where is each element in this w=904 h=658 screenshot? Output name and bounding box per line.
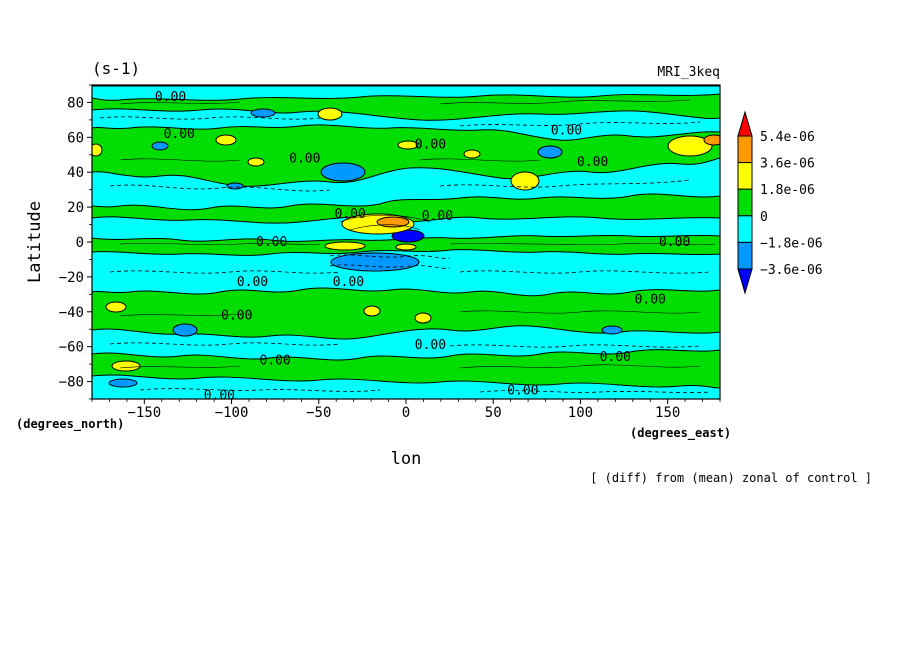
colorbar-segment xyxy=(737,241,753,270)
band-negative-arctic xyxy=(92,85,720,101)
colorbar-level-label: 1.8e-06 xyxy=(760,183,815,198)
contour-label: 0.00 xyxy=(577,155,608,170)
x-tick-label: 0 xyxy=(402,405,410,421)
contour-label: 0.00 xyxy=(256,235,287,250)
patch-positive xyxy=(667,135,713,157)
patch-negative-strong xyxy=(108,378,138,388)
patch-negative-strong xyxy=(320,162,366,182)
contour-field xyxy=(92,85,720,399)
y-tick-label: −60 xyxy=(59,340,84,356)
patch-negative-strong xyxy=(601,325,623,335)
patch-positive xyxy=(317,107,343,121)
y-units-label: (degrees_north) xyxy=(16,417,124,432)
title-right: MRI_3keq xyxy=(657,65,720,80)
y-tick-label: 0 xyxy=(76,235,84,251)
x-axis-label: lon xyxy=(391,449,422,469)
patch-positive xyxy=(395,243,417,251)
y-tick-label: 80 xyxy=(67,95,84,111)
patch-positive xyxy=(414,312,432,324)
contour-label: 0.00 xyxy=(333,275,364,290)
x-axis: −150 −100 −50 0 50 100 150 xyxy=(91,399,721,421)
y-tick-label: 40 xyxy=(67,165,84,181)
contour-label: 0.00 xyxy=(507,383,538,398)
contour-label: 0.00 xyxy=(551,123,582,138)
y-tick-label: −20 xyxy=(59,270,84,286)
colorbar-segment xyxy=(737,215,753,243)
x-tick-label: 50 xyxy=(485,405,502,421)
y-axis-label: Latitude xyxy=(25,201,45,283)
x-tick-label: 150 xyxy=(655,405,680,421)
patch-positive xyxy=(92,143,103,157)
negative-contour-lines xyxy=(99,116,711,393)
contour-label: 0.00 xyxy=(155,90,186,105)
contour-label: 0.00 xyxy=(415,137,446,152)
patch-positive xyxy=(111,360,141,372)
contour-label: 0.00 xyxy=(260,354,291,369)
patch-positive xyxy=(510,171,540,191)
patch-positive xyxy=(215,134,237,146)
contour-label: 0.00 xyxy=(164,127,195,142)
patch-negative-strong xyxy=(250,108,276,118)
colorbar-level-label: −1.8e-06 xyxy=(760,236,823,251)
x-tick-label: −150 xyxy=(127,405,161,421)
colorbar-segment xyxy=(737,135,753,164)
colorbar-level-label: 0 xyxy=(760,210,768,225)
patch-negative-strong xyxy=(151,141,169,151)
patch-positive xyxy=(105,301,127,313)
colorbar-segment-bottom xyxy=(737,268,753,295)
colorbar-segment xyxy=(737,188,753,217)
y-tick-label: −80 xyxy=(59,375,84,391)
contour-label: 0.00 xyxy=(237,275,268,290)
patch-negative-strong xyxy=(172,323,198,337)
y-axis: 80 60 40 20 0 −20 −40 −60 −80 xyxy=(59,84,92,400)
x-tick-label: −100 xyxy=(215,405,249,421)
band-negative-north-mid xyxy=(92,108,720,141)
contour-label: 0.00 xyxy=(635,293,666,308)
patch-negative-strong xyxy=(537,145,563,159)
patch-positive xyxy=(397,140,419,150)
y-tick-label: −40 xyxy=(59,305,84,321)
patch-positive-strong xyxy=(376,216,410,228)
contour-label: 0.00 xyxy=(221,308,252,323)
x-units-label: (degrees_east) xyxy=(630,426,731,441)
contour-label: 0.00 xyxy=(600,350,631,365)
colorbar-segment-top xyxy=(737,110,753,137)
contour-labels: 0.00 0.00 0.00 0.00 0.00 0.00 0.00 0.00 0.00 0.00… xyxy=(155,90,690,403)
patch-negative-strong xyxy=(226,182,244,190)
x-tick-label: 100 xyxy=(568,405,593,421)
colorbar-level-label: 5.4e-06 xyxy=(760,130,815,145)
contour-label: 0.00 xyxy=(335,207,366,222)
contour-label: 0.00 xyxy=(422,209,453,224)
patch-positive xyxy=(247,157,265,167)
patch-positive xyxy=(324,241,366,251)
patch-positive xyxy=(463,149,481,159)
x-tick-label: −50 xyxy=(306,405,331,421)
patch-positive xyxy=(363,305,381,317)
colorbar-level-label: −3.6e-06 xyxy=(760,263,823,278)
patch-negative-strong xyxy=(330,252,420,272)
patch-positive-strong xyxy=(703,134,720,146)
colorbar-level-label: 3.6e-06 xyxy=(760,157,815,172)
contour-label: 0.00 xyxy=(204,389,235,404)
colorbar-segment xyxy=(737,162,753,190)
y-tick-label: 60 xyxy=(67,130,84,146)
colorbar: 5.4e-06 3.6e-06 1.8e-06 0 −1.8e-06 −3.6e-06 xyxy=(737,110,823,295)
positive-contour-lines xyxy=(119,99,716,369)
contour-label: 0.00 xyxy=(659,235,690,250)
y-tick-label: 20 xyxy=(67,200,84,216)
title-left: (s-1) xyxy=(92,59,140,78)
band-negative-south-tropics xyxy=(92,249,720,297)
band-negative-south-mid xyxy=(92,325,720,361)
annotation-text: [ (diff) from (mean) zonal of control ] xyxy=(590,471,872,485)
contour-label: 0.00 xyxy=(289,151,320,166)
contour-label: 0.00 xyxy=(415,338,446,353)
band-negative-antarctic xyxy=(92,374,720,399)
